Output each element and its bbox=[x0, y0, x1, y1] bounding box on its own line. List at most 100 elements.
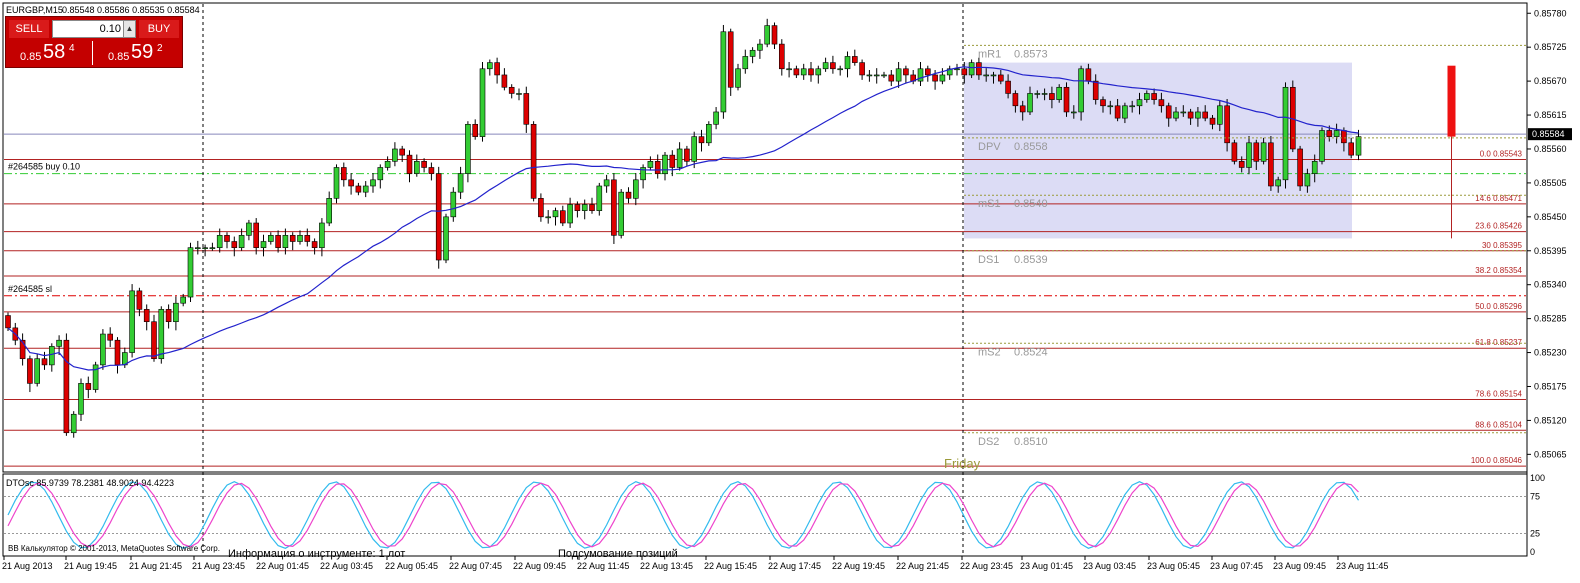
candle-body-101 bbox=[742, 56, 749, 70]
time-tick-5: 22 Aug 03:45 bbox=[320, 561, 373, 571]
candle-body-47 bbox=[348, 179, 354, 187]
candle-body-12 bbox=[92, 364, 99, 390]
price-tick-12: 0.85120 bbox=[1534, 415, 1567, 425]
candle-body-92 bbox=[676, 148, 683, 168]
candle-body-25 bbox=[187, 247, 194, 298]
candle-body-160 bbox=[1173, 111, 1179, 119]
candle-body-157 bbox=[1151, 93, 1157, 100]
candle-body-165 bbox=[1209, 117, 1216, 125]
price-tick-5: 0.85505 bbox=[1534, 178, 1567, 188]
candle-body-10 bbox=[78, 383, 84, 415]
lot-increase-icon[interactable]: ▲ bbox=[123, 20, 136, 38]
candles-layer bbox=[5, 18, 1362, 438]
candle-body-133 bbox=[976, 62, 982, 76]
time-tick-21: 23 Aug 11:45 bbox=[1336, 561, 1388, 571]
moving-average-layer bbox=[7, 66, 1359, 371]
candle-body-44 bbox=[326, 198, 333, 224]
candle-body-37 bbox=[275, 235, 281, 248]
candle-body-58 bbox=[428, 167, 435, 174]
candle-body-134 bbox=[983, 74, 990, 77]
candle-body-129 bbox=[946, 68, 953, 76]
price-tick-3: 0.85615 bbox=[1534, 110, 1567, 120]
buy-button[interactable]: BUY bbox=[139, 20, 179, 38]
candle-body-76 bbox=[559, 210, 566, 224]
pivot-name-1: DPV bbox=[978, 141, 1001, 153]
time-tick-17: 23 Aug 03:45 bbox=[1083, 561, 1136, 571]
candle-body-85 bbox=[625, 191, 632, 199]
price-tick-4: 0.85560 bbox=[1534, 144, 1567, 154]
sell-button[interactable]: SELL bbox=[9, 20, 49, 38]
candle-body-132 bbox=[968, 62, 975, 76]
price-tick-2: 0.85670 bbox=[1534, 76, 1567, 86]
candle-body-5 bbox=[41, 358, 48, 366]
time-tick-0: 21 Aug 2013 bbox=[2, 561, 53, 571]
buy-price-big: 59 bbox=[131, 41, 154, 63]
candle-body-131 bbox=[961, 68, 968, 76]
buy-price-button[interactable]: 0.85 59 2 bbox=[96, 41, 180, 65]
candle-body-115 bbox=[844, 56, 851, 70]
candle-body-81 bbox=[596, 185, 603, 211]
buy-price-prefix: 0.85 bbox=[108, 51, 130, 63]
price-ticks-layer: 0.85780 0.85725 0.85670 0.85615 0.85560 0.855… bbox=[1527, 8, 1572, 459]
candle-body-177 bbox=[1297, 148, 1303, 187]
candle-body-150 bbox=[1100, 99, 1106, 107]
candle-body-120 bbox=[881, 74, 887, 77]
candle-body-11 bbox=[85, 383, 92, 390]
time-tick-14: 22 Aug 21:45 bbox=[896, 561, 949, 571]
hline-label-7: #264585 sl bbox=[8, 284, 52, 294]
candle-body-60 bbox=[443, 216, 449, 261]
day-separator-label: Friday bbox=[944, 456, 981, 471]
time-tick-2: 21 Aug 21:45 bbox=[129, 561, 182, 571]
candle-body-53 bbox=[392, 148, 398, 162]
candle-body-20 bbox=[151, 321, 157, 360]
candle-body-147 bbox=[1078, 68, 1084, 113]
sell-price-button[interactable]: 0.85 58 4 bbox=[8, 41, 93, 65]
osc-signal-line bbox=[7, 482, 1359, 548]
candle-body-2 bbox=[19, 339, 26, 360]
candle-body-148 bbox=[1085, 68, 1092, 82]
candle-body-49 bbox=[362, 185, 369, 193]
candle-body-15 bbox=[114, 339, 121, 366]
candle-body-46 bbox=[340, 167, 347, 181]
sell-price-big: 58 bbox=[43, 41, 66, 63]
candle-body-27 bbox=[202, 247, 208, 249]
osc-tick-2: 25 bbox=[1530, 529, 1540, 539]
candle-body-65 bbox=[479, 68, 486, 137]
candle-body-174 bbox=[1275, 179, 1281, 187]
candle-body-86 bbox=[632, 179, 639, 199]
candle-body-126 bbox=[924, 68, 931, 76]
candle-body-143 bbox=[1049, 93, 1055, 100]
candle-body-185 bbox=[1355, 136, 1362, 156]
candle-body-103 bbox=[757, 43, 763, 51]
candle-body-24 bbox=[180, 296, 186, 304]
candle-body-98 bbox=[720, 31, 727, 113]
candle-body-89 bbox=[654, 161, 661, 174]
candle-body-35 bbox=[260, 241, 267, 248]
candle-body-88 bbox=[647, 161, 654, 168]
time-tick-8: 22 Aug 09:45 bbox=[513, 561, 566, 571]
time-ticks-layer: 21 Aug 2013 21 Aug 19:45 21 Aug 21:45 21 Au… bbox=[2, 556, 1388, 571]
pivot-value-0: 0.8573 bbox=[1014, 48, 1048, 60]
candle-body-66 bbox=[486, 62, 493, 70]
candle-body-52 bbox=[384, 161, 391, 168]
ohlc-readout: 0.85548 0.85586 0.85535 0.85584 bbox=[62, 5, 200, 15]
osc-tick-3: 0 bbox=[1530, 547, 1535, 557]
candle-body-71 bbox=[523, 93, 530, 125]
candle-body-130 bbox=[954, 68, 960, 71]
candle-body-74 bbox=[545, 216, 552, 219]
pivot-value-1: 0.8558 bbox=[1014, 141, 1048, 153]
fib-label-1: 0.0 0.85543 bbox=[1480, 149, 1523, 158]
candle-body-183 bbox=[1341, 130, 1347, 144]
candle-body-117 bbox=[859, 62, 865, 76]
candle-body-4 bbox=[34, 358, 41, 384]
time-tick-7: 22 Aug 07:45 bbox=[449, 561, 502, 571]
candle-body-184 bbox=[1348, 142, 1354, 156]
lot-size-input[interactable]: 0.10 bbox=[52, 20, 136, 38]
hline-label-2: #264585 buy 0.10 bbox=[8, 162, 80, 172]
pivot-name-2: mS1 bbox=[978, 198, 1001, 210]
candle-body-122 bbox=[895, 68, 902, 82]
candle-body-72 bbox=[530, 123, 537, 199]
price-tick-11: 0.85175 bbox=[1534, 381, 1567, 391]
